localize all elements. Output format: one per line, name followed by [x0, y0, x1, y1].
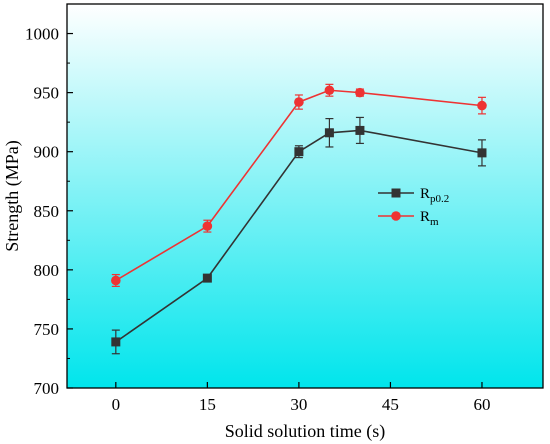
x-axis-title: Solid solution time (s) [225, 421, 386, 442]
legend: Rp0.2 Rm [378, 186, 449, 228]
y-tick-label: 900 [34, 143, 60, 162]
y-tick-label: 700 [34, 379, 60, 398]
y-tick-label: 800 [34, 261, 60, 280]
data-point [477, 148, 487, 158]
data-point [111, 275, 121, 286]
plot-frame [66, 3, 544, 389]
x-tick-label: 0 [112, 395, 121, 414]
legend-marker [391, 211, 401, 221]
data-point [355, 125, 365, 135]
data-point [324, 85, 335, 96]
data-point [111, 337, 121, 347]
axes: 0 15 30 45 60 700 750 800 850 900 950 1000 [25, 25, 490, 414]
legend-label: Rp0.2 [420, 186, 449, 205]
legend-marker [391, 188, 401, 198]
y-axis-title: Strength (MPa) [2, 140, 23, 252]
data-point [294, 147, 304, 157]
y-tick-label: 850 [34, 202, 60, 221]
plot-background [67, 4, 543, 388]
x-tick-label: 30 [290, 395, 307, 414]
y-tick-label: 950 [34, 84, 60, 103]
series-layer [111, 83, 487, 355]
y-tick-label: 1000 [25, 25, 59, 44]
series-line [115, 129, 483, 343]
data-point [202, 273, 212, 283]
data-point [324, 128, 334, 138]
legend-label: Rm [420, 209, 439, 228]
data-point [202, 221, 213, 231]
data-point [294, 97, 304, 107]
data-point [355, 87, 365, 98]
y-tick-label: 750 [34, 320, 60, 339]
data-point [477, 100, 487, 111]
x-tick-label: 60 [473, 395, 490, 414]
series-line [115, 89, 483, 282]
x-tick-label: 15 [199, 395, 216, 414]
x-tick-label: 45 [382, 395, 399, 414]
